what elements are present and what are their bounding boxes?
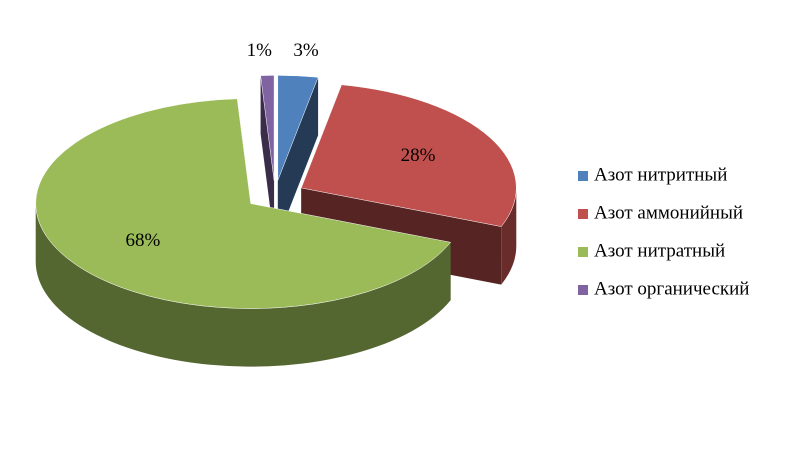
- slice: [300, 84, 517, 227]
- legend-label: Азот нитратный: [594, 240, 725, 261]
- data-label: 3%: [293, 40, 319, 61]
- data-label: 68%: [125, 230, 160, 251]
- slice: [277, 75, 319, 181]
- slice-side: [260, 75, 275, 239]
- slice: [260, 75, 275, 181]
- legend-swatch: [578, 285, 588, 295]
- data-label: 1%: [247, 40, 273, 61]
- legend-label: Азот нитритный: [594, 164, 727, 185]
- data-label: 28%: [401, 145, 436, 166]
- legend-swatch: [578, 247, 588, 257]
- slice-side: [277, 77, 319, 239]
- pie-tops: [35, 75, 517, 309]
- legend-label: Азот аммонийный: [594, 202, 743, 223]
- slice: [35, 98, 452, 309]
- legend-swatch: [578, 209, 588, 219]
- slice-wall: [35, 203, 451, 367]
- legend-label: Азот органический: [594, 278, 749, 299]
- legend-swatch: [578, 171, 588, 181]
- slice-wall: [501, 187, 517, 285]
